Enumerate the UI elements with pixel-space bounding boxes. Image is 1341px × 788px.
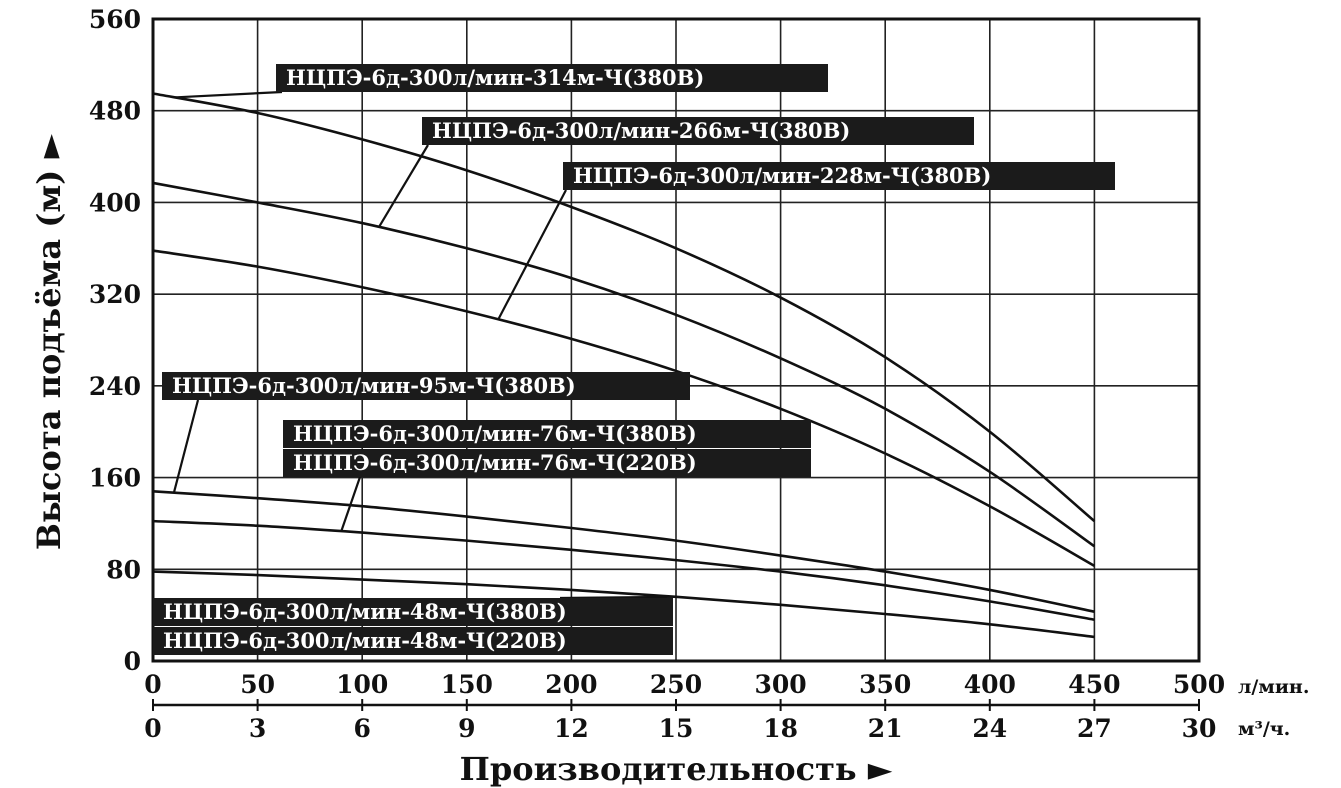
x2-tick-label-7: 21 bbox=[868, 714, 903, 743]
y-tick-label-0: 0 bbox=[124, 647, 141, 676]
x-tick-label-6: 300 bbox=[755, 670, 807, 699]
x-tick-label-10: 500 bbox=[1173, 670, 1225, 699]
x2-tick-label-5: 15 bbox=[659, 714, 694, 743]
curve-label-6: НЦПЭ-6д-300л/мин-48м-Ч(380В) bbox=[163, 599, 567, 624]
y-tick-label-6: 480 bbox=[89, 97, 141, 126]
y-tick-label-5: 400 bbox=[89, 188, 141, 217]
curve-label-box-5 bbox=[283, 449, 811, 477]
x-tick-label-3: 150 bbox=[441, 670, 493, 699]
curve-label-4: НЦПЭ-6д-300л/мин-76м-Ч(380В) bbox=[293, 421, 697, 446]
x-tick-label-7: 350 bbox=[859, 670, 911, 699]
curve-label-box-6 bbox=[153, 598, 673, 626]
series-curve-4 bbox=[152, 519, 1095, 622]
curve-label-5: НЦПЭ-6д-300л/мин-76м-Ч(220В) bbox=[293, 450, 697, 475]
x2-tick-label-9: 27 bbox=[1077, 714, 1112, 743]
curve-label-box-4 bbox=[283, 420, 811, 448]
curve-label-box-0 bbox=[276, 64, 828, 92]
curves bbox=[152, 92, 1096, 639]
label-leader-1 bbox=[377, 144, 429, 228]
curve-label-7: НЦПЭ-6д-300л/мин-48м-Ч(220В) bbox=[163, 628, 567, 653]
x-tick-label-5: 250 bbox=[650, 670, 702, 699]
x-tick-label-2: 100 bbox=[336, 670, 388, 699]
label-leader-4 bbox=[340, 476, 362, 532]
y-tick-label-3: 240 bbox=[89, 372, 141, 401]
series-curve-3 bbox=[152, 490, 1095, 613]
y-tick-label-1: 80 bbox=[106, 555, 141, 584]
series-curve-1 bbox=[152, 181, 1096, 548]
x2-tick-label-4: 12 bbox=[554, 714, 589, 743]
series-curve-2 bbox=[152, 249, 1096, 567]
x-unit-secondary: м³/ч. bbox=[1238, 718, 1290, 740]
label-leader-0 bbox=[173, 90, 283, 99]
y-tick-label-4: 320 bbox=[89, 280, 141, 309]
label-leader-6 bbox=[559, 595, 677, 600]
curve-label-1: НЦПЭ-6д-300л/мин-266м-Ч(380В) bbox=[432, 118, 850, 143]
curve-label-0: НЦПЭ-6д-300л/мин-314м-Ч(380В) bbox=[286, 65, 704, 90]
curve-label-box-3 bbox=[162, 372, 690, 400]
x-unit-primary: л/мин. bbox=[1238, 676, 1309, 698]
plot-frame bbox=[151, 17, 1201, 663]
x2-tick-label-6: 18 bbox=[763, 714, 798, 743]
series-curve-5 bbox=[152, 570, 1095, 639]
x-tick-label-1: 50 bbox=[240, 670, 275, 699]
x2-tick-label-10: 30 bbox=[1182, 714, 1217, 743]
x-tick-label-0: 0 bbox=[144, 670, 161, 699]
x2-tick-label-2: 6 bbox=[353, 714, 370, 743]
x-tick-label-8: 400 bbox=[964, 670, 1016, 699]
label-leader-2 bbox=[497, 189, 567, 321]
y-axis-title: Высота подъёма (м) ► bbox=[30, 134, 68, 551]
y-tick-label-2: 160 bbox=[89, 464, 141, 493]
curve-labels: НЦПЭ-6д-300л/мин-314м-Ч(380В) НЦПЭ-6д-300… bbox=[153, 64, 1115, 655]
x-axis-title: Производительность ► bbox=[460, 750, 893, 788]
curve-label-2: НЦПЭ-6д-300л/мин-228м-Ч(380В) bbox=[573, 163, 991, 188]
series-curve-0 bbox=[152, 92, 1096, 523]
curve-label-box-2 bbox=[563, 162, 1115, 190]
label-leaders bbox=[172, 90, 677, 600]
x2-tick-label-0: 0 bbox=[144, 714, 161, 743]
curve-label-box-7 bbox=[153, 627, 673, 655]
x2-tick-label-1: 3 bbox=[249, 714, 266, 743]
x-tick-label-9: 450 bbox=[1068, 670, 1120, 699]
x-tick-label-4: 200 bbox=[545, 670, 597, 699]
y-tick-label-7: 560 bbox=[89, 5, 141, 34]
curve-label-3: НЦПЭ-6д-300л/мин-95м-Ч(380В) bbox=[172, 373, 576, 398]
x2-tick-label-3: 9 bbox=[458, 714, 475, 743]
x2-tick-label-8: 24 bbox=[972, 714, 1007, 743]
label-leader-3 bbox=[172, 399, 200, 493]
curve-label-box-1 bbox=[422, 117, 974, 145]
